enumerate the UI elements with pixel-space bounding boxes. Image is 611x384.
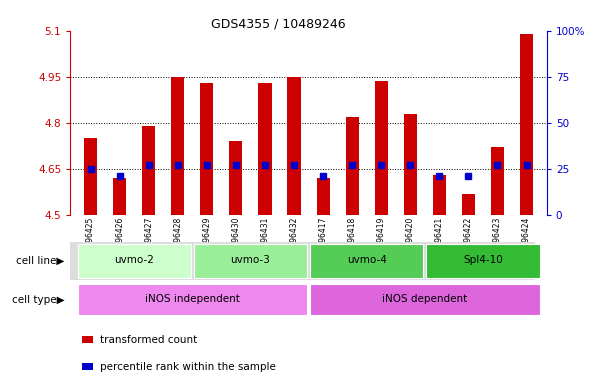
Text: GDS4355 / 10489246: GDS4355 / 10489246 [211,17,345,30]
Bar [310,244,423,278]
Text: iNOS independent: iNOS independent [145,294,240,304]
Bar [316,178,329,215]
Bar [200,83,213,215]
Text: iNOS dependent: iNOS dependent [382,294,467,304]
Bar [375,81,388,215]
Bar [491,147,504,215]
Bar [520,34,533,215]
Text: percentile rank within the sample: percentile rank within the sample [100,362,276,372]
Bar [171,77,185,215]
Bar [229,141,243,215]
Bar [310,284,540,315]
Text: transformed count: transformed count [100,335,197,345]
Bar [84,138,97,215]
Text: Spl4-10: Spl4-10 [463,255,503,265]
Bar [142,126,155,215]
Bar [78,244,191,278]
Bar [258,83,271,215]
Bar [346,117,359,215]
Bar [462,194,475,215]
Bar [433,175,446,215]
Bar [404,114,417,215]
Bar [194,244,307,278]
Bar [288,77,301,215]
Text: uvmo-3: uvmo-3 [230,255,271,265]
Bar [78,284,307,315]
Bar [113,178,126,215]
Text: cell type▶: cell type▶ [12,295,64,305]
Text: cell line▶: cell line▶ [16,256,64,266]
Bar [426,244,540,278]
Text: uvmo-4: uvmo-4 [346,255,387,265]
Text: uvmo-2: uvmo-2 [114,255,154,265]
